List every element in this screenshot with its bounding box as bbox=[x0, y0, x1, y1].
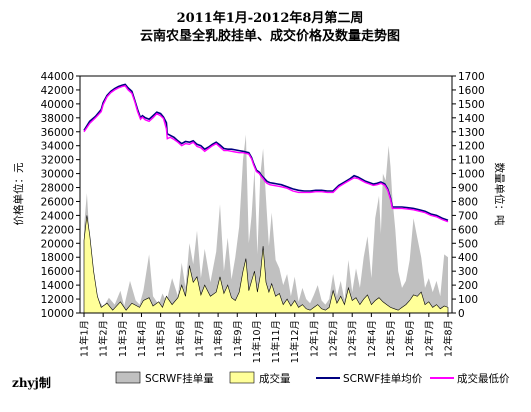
x-tick-label: 11年3月 bbox=[117, 320, 129, 357]
left-tick-label: 10000 bbox=[41, 308, 74, 320]
plot-frame bbox=[79, 75, 453, 314]
x-tick-label: 11年10月 bbox=[251, 320, 263, 363]
x-tick-label: 12年8月 bbox=[443, 320, 455, 357]
left-axis-title: 价格单位：元 bbox=[12, 162, 25, 225]
right-tick-label: 0 bbox=[458, 308, 465, 320]
x-tick-label: 12年3月 bbox=[347, 320, 359, 357]
right-tick-label: 600 bbox=[458, 224, 478, 236]
right-tick-label: 1300 bbox=[458, 127, 485, 139]
x-tick-label: 12年1月 bbox=[308, 320, 320, 357]
left-tick-label: 34000 bbox=[41, 141, 74, 153]
right-tick-label: 100 bbox=[458, 294, 478, 306]
x-tick-label: 11年2月 bbox=[98, 320, 110, 357]
x-tick-label: 12年5月 bbox=[385, 320, 397, 357]
left-tick-label: 36000 bbox=[41, 127, 74, 139]
right-tick-label: 1100 bbox=[458, 155, 485, 167]
left-tick-label: 30000 bbox=[41, 169, 74, 181]
left-tick-label: 32000 bbox=[41, 155, 74, 167]
price-lines bbox=[83, 83, 449, 223]
plot-border bbox=[79, 75, 453, 314]
right-tick-label: 1700 bbox=[458, 71, 485, 83]
legend-swatch-0 bbox=[115, 371, 141, 384]
x-tick-label: 12年7月 bbox=[423, 320, 435, 357]
watermark: zhyj制 bbox=[12, 375, 51, 390]
x-tick-label: 11年1月 bbox=[79, 320, 91, 357]
right-tick-label: 1400 bbox=[458, 113, 485, 125]
right-tick-label: 900 bbox=[458, 183, 478, 195]
legend-label-0: SCRWF挂单量 bbox=[145, 372, 214, 385]
x-tick-label: 11年7月 bbox=[193, 320, 205, 357]
left-tick-label: 42000 bbox=[41, 85, 74, 97]
legend: SCRWF挂单量 成交量 SCRWF挂单均价 成交最低价 bbox=[115, 371, 510, 385]
right-tick-label: 500 bbox=[458, 238, 478, 250]
x-tick-label: 11年11月 bbox=[270, 320, 282, 363]
legend-label-2: SCRWF挂单均价 bbox=[343, 372, 423, 385]
right-tick-label: 1000 bbox=[458, 169, 485, 181]
x-tick-label: 11年6月 bbox=[174, 320, 186, 357]
left-tick-label: 20000 bbox=[41, 238, 74, 250]
legend-label-1: 成交量 bbox=[259, 372, 291, 385]
x-tick-label: 11年9月 bbox=[232, 320, 244, 357]
right-tick-label: 700 bbox=[458, 210, 478, 222]
right-tick-label: 400 bbox=[458, 252, 478, 264]
right-axis-title: 数量单位：吨 bbox=[493, 163, 506, 226]
series-area-0 bbox=[84, 134, 448, 313]
left-tick-label: 24000 bbox=[41, 210, 74, 222]
left-tick-label: 26000 bbox=[41, 196, 74, 208]
left-tick-label: 40000 bbox=[41, 99, 74, 111]
left-y-axis: 44000 42000 40000 38000 36000 34000 32000 30000… bbox=[41, 71, 80, 320]
left-tick-label: 22000 bbox=[41, 224, 74, 236]
volume-areas bbox=[83, 134, 449, 314]
right-tick-label: 1500 bbox=[458, 99, 485, 111]
right-tick-label: 1200 bbox=[458, 141, 485, 153]
right-tick-label: 800 bbox=[458, 196, 478, 208]
x-tick-label: 11年8月 bbox=[213, 320, 225, 357]
x-tick-label: 12年4月 bbox=[366, 320, 378, 357]
right-y-axis: 1700160015001400130012001100100090080070… bbox=[452, 71, 485, 320]
x-tick-label: 11年12月 bbox=[289, 320, 301, 363]
chart-title-line2: 云南农垦全乳胶挂单、成交价格及数量走势图 bbox=[140, 28, 400, 44]
left-tick-label: 38000 bbox=[41, 113, 74, 125]
right-tick-label: 200 bbox=[458, 280, 478, 292]
x-tick-label: 11年5月 bbox=[155, 320, 167, 357]
legend-swatch-1 bbox=[229, 371, 255, 384]
right-tick-label: 1600 bbox=[458, 85, 485, 97]
left-tick-label: 28000 bbox=[41, 183, 74, 195]
right-tick-label: 300 bbox=[458, 266, 478, 278]
left-tick-label: 44000 bbox=[41, 71, 74, 83]
x-tick-label: 12年6月 bbox=[404, 320, 416, 357]
left-tick-label: 14000 bbox=[41, 280, 74, 292]
series-area-1 bbox=[83, 215, 449, 314]
series-line-3 bbox=[83, 85, 449, 223]
x-tick-label: 12年2月 bbox=[328, 320, 340, 357]
legend-label-3: 成交最低价 bbox=[457, 372, 510, 385]
left-tick-label: 12000 bbox=[41, 294, 74, 306]
left-tick-label: 16000 bbox=[41, 266, 74, 278]
x-axis: 11年1月 11年2月 11年3月 11年4月 11年5月 11年6月 11年7月 11年8月… bbox=[79, 313, 455, 363]
chart-title-line1: 2011年1月-2012年8月第二周 bbox=[177, 10, 364, 26]
x-tick-label: 11年4月 bbox=[136, 320, 148, 357]
left-tick-label: 18000 bbox=[41, 252, 74, 264]
